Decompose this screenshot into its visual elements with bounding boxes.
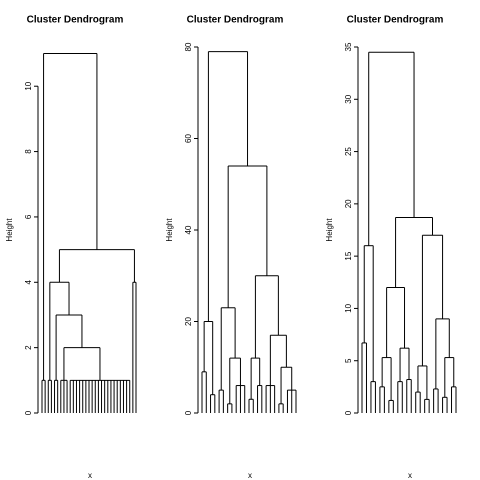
- y-tick-label: 30: [344, 94, 353, 103]
- y-tick-label: 5: [344, 358, 353, 363]
- y-tick-label: 40: [184, 225, 193, 234]
- chart-title: Cluster Dendrogram: [187, 15, 284, 26]
- y-tick-label: 10: [24, 81, 33, 90]
- chart-title: Cluster Dendrogram: [347, 15, 444, 26]
- y-tick-label: 6: [24, 214, 33, 219]
- y-tick-label: 80: [184, 42, 193, 51]
- x-axis-label: x: [408, 471, 412, 480]
- y-tick-label: 0: [24, 410, 33, 415]
- y-tick-label: 35: [344, 42, 353, 51]
- y-tick-label: 60: [184, 134, 193, 143]
- y-axis-label: Height: [5, 218, 14, 242]
- y-axis-label: Height: [325, 218, 334, 242]
- y-tick-label: 10: [344, 303, 353, 312]
- y-tick-label: 8: [24, 149, 33, 154]
- y-tick-label: 20: [184, 317, 193, 326]
- y-tick-label: 0: [184, 410, 193, 415]
- y-axis-label: Height: [165, 218, 174, 242]
- y-tick-label: 4: [24, 280, 33, 285]
- y-tick-label: 20: [344, 199, 353, 208]
- y-tick-label: 2: [24, 345, 33, 350]
- y-tick-label: 0: [344, 410, 353, 415]
- y-tick-label: 25: [344, 147, 353, 156]
- x-axis-label: x: [88, 471, 92, 480]
- chart-title: Cluster Dendrogram: [27, 15, 124, 26]
- x-axis-label: x: [248, 471, 252, 480]
- y-tick-label: 15: [344, 251, 353, 260]
